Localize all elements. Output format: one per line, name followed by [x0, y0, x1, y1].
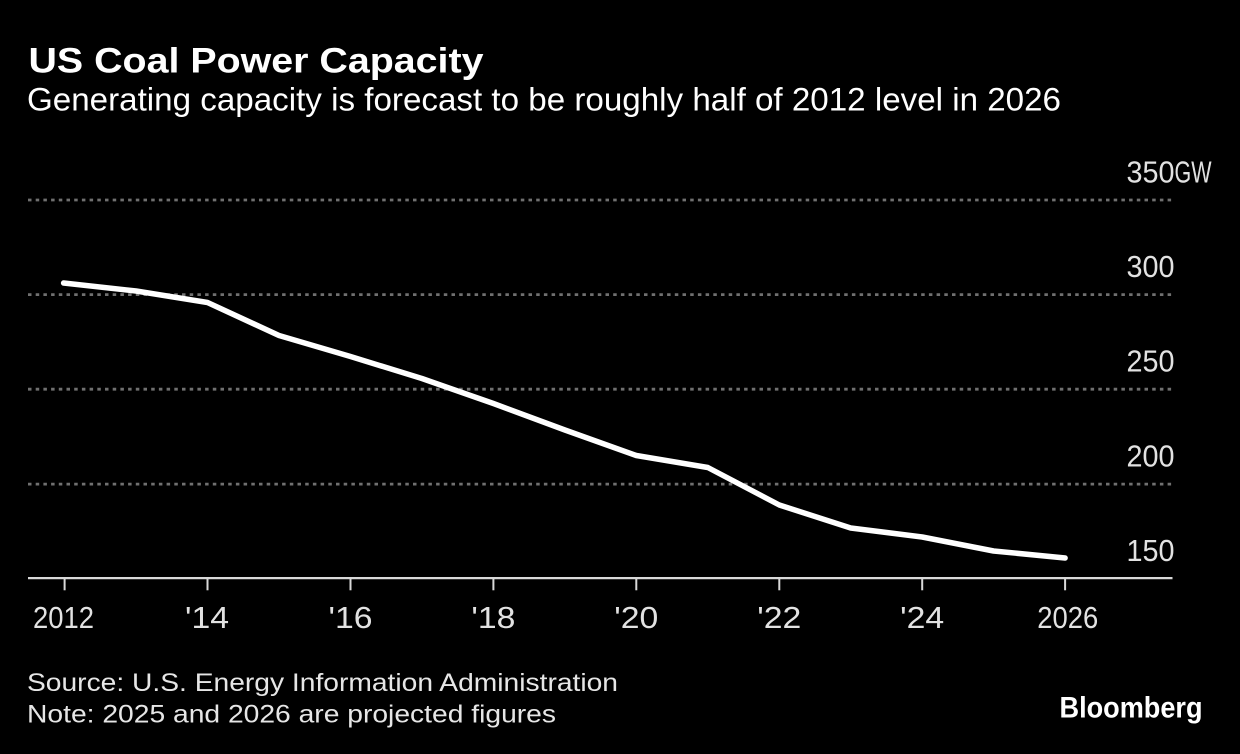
svg-text:'14: '14: [185, 600, 229, 635]
svg-text:Bloomberg: Bloomberg: [1060, 692, 1203, 725]
svg-text:'18: '18: [471, 600, 515, 635]
svg-text:Source: U.S. Energy Informatio: Source: U.S. Energy Information Administ…: [27, 669, 618, 697]
svg-text:'20: '20: [614, 600, 658, 635]
svg-text:150: 150: [1127, 533, 1175, 568]
svg-text:GW: GW: [1175, 155, 1213, 190]
svg-text:'24: '24: [900, 600, 944, 635]
svg-text:250: 250: [1127, 344, 1175, 379]
svg-text:'16: '16: [329, 600, 373, 635]
svg-text:US Coal Power Capacity: US Coal Power Capacity: [29, 41, 485, 80]
svg-text:300: 300: [1127, 249, 1175, 284]
svg-text:2026: 2026: [1037, 600, 1098, 635]
svg-text:Note: 2025 and 2026 are projec: Note: 2025 and 2026 are projected figure…: [27, 700, 556, 728]
svg-text:'22: '22: [757, 600, 801, 635]
svg-text:350: 350: [1127, 155, 1175, 190]
svg-text:200: 200: [1127, 438, 1175, 473]
svg-text:Generating capacity is forecas: Generating capacity is forecast to be ro…: [27, 82, 1061, 118]
svg-text:2012: 2012: [33, 600, 94, 635]
